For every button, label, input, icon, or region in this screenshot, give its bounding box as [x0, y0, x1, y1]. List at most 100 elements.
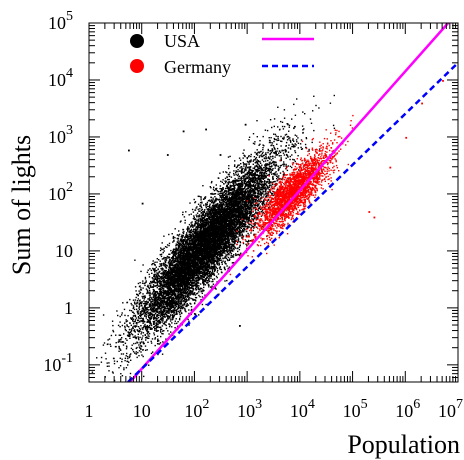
- usa-point: [208, 264, 210, 266]
- usa-point: [261, 164, 263, 166]
- usa-point: [138, 355, 140, 357]
- usa-point: [218, 260, 220, 262]
- usa-point: [209, 273, 211, 276]
- usa-point: [139, 341, 141, 344]
- usa-point: [194, 292, 196, 294]
- usa-point: [245, 218, 247, 220]
- usa-point: [168, 333, 170, 335]
- usa-point: [280, 159, 282, 162]
- usa-point: [191, 263, 193, 265]
- usa-point: [214, 258, 216, 260]
- usa-point: [241, 220, 243, 222]
- usa-point: [257, 176, 260, 178]
- usa-point: [186, 240, 188, 242]
- usa-point: [155, 301, 157, 303]
- usa-point: [161, 248, 163, 250]
- usa-point: [248, 175, 250, 177]
- usa-point: [271, 161, 274, 163]
- usa-point: [262, 173, 265, 175]
- usa-point: [243, 198, 245, 200]
- usa-point: [150, 342, 153, 344]
- usa-point: [229, 186, 231, 188]
- usa-point: [153, 321, 155, 323]
- usa-point: [91, 371, 94, 373]
- usa-point: [189, 239, 191, 241]
- usa-point: [198, 224, 200, 226]
- usa-point: [157, 285, 160, 287]
- usa-point: [144, 328, 147, 330]
- usa-point: [269, 169, 271, 171]
- usa-point: [332, 124, 335, 127]
- usa-point: [237, 241, 239, 244]
- usa-point: [182, 287, 184, 289]
- usa-point: [197, 208, 199, 210]
- usa-point: [192, 217, 195, 220]
- usa-point: [168, 256, 170, 259]
- usa-point: [132, 299, 135, 301]
- usa-point: [155, 309, 157, 311]
- usa-point: [196, 206, 198, 208]
- usa-point: [150, 340, 152, 343]
- usa-point: [264, 199, 266, 201]
- usa-point: [182, 272, 184, 275]
- usa-point: [200, 205, 202, 208]
- usa-point: [251, 175, 253, 177]
- usa-point: [142, 328, 144, 331]
- usa-point: [233, 238, 235, 241]
- usa-point: [144, 337, 147, 339]
- usa-point: [188, 320, 190, 322]
- usa-point: [262, 175, 265, 177]
- usa-point: [225, 196, 228, 199]
- usa-point: [241, 216, 243, 218]
- usa-point: [180, 238, 182, 240]
- usa-point: [209, 266, 211, 268]
- usa-point: [197, 266, 199, 269]
- usa-point: [124, 357, 127, 359]
- usa-point: [246, 190, 248, 193]
- usa-point: [241, 215, 243, 217]
- usa-point: [107, 339, 109, 341]
- usa-point: [151, 328, 153, 330]
- usa-point: [169, 267, 171, 269]
- usa-point: [119, 357, 121, 359]
- usa-point: [274, 133, 277, 136]
- usa-point: [125, 345, 128, 347]
- usa-point: [181, 285, 183, 287]
- usa-point: [142, 280, 144, 282]
- usa-point: [112, 331, 115, 333]
- usa-point: [213, 215, 215, 217]
- usa-point: [140, 317, 142, 319]
- usa-point: [267, 159, 269, 162]
- usa-point: [294, 145, 296, 148]
- usa-point: [132, 351, 135, 353]
- usa-point: [146, 303, 148, 306]
- usa-point: [166, 244, 169, 246]
- usa-point: [166, 246, 168, 248]
- usa-point: [276, 150, 278, 152]
- usa-point: [245, 208, 247, 210]
- usa-point: [193, 281, 195, 284]
- usa-point: [242, 184, 244, 187]
- usa-point: [144, 276, 147, 279]
- usa-point: [185, 258, 187, 260]
- usa-point: [226, 240, 228, 243]
- usa-point: [247, 217, 249, 219]
- usa-point: [186, 280, 188, 282]
- usa-point: [188, 214, 190, 216]
- usa-point: [144, 295, 146, 297]
- usa-point: [169, 265, 171, 267]
- usa-point: [215, 210, 217, 212]
- usa-point: [164, 269, 166, 272]
- usa-point: [234, 160, 236, 162]
- usa-point: [173, 292, 176, 294]
- usa-point: [160, 255, 163, 258]
- usa-point: [313, 95, 315, 97]
- usa-point: [122, 353, 125, 355]
- usa-point: [135, 353, 137, 355]
- usa-point: [214, 199, 216, 201]
- usa-point: [162, 274, 164, 277]
- usa-point: [133, 325, 135, 327]
- usa-point: [199, 210, 201, 212]
- usa-point: [195, 285, 197, 288]
- usa-point: [175, 248, 177, 250]
